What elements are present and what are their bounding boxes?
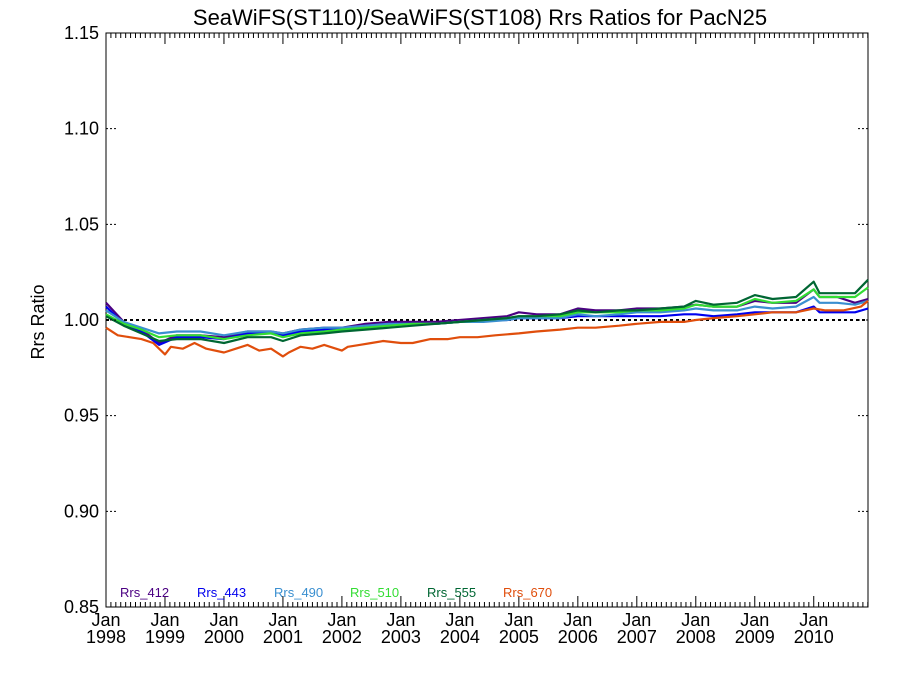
x-tick-label-month: Jan — [504, 610, 533, 630]
legend-entry: Rrs_555 — [427, 585, 476, 600]
x-tick-label-month: Jan — [445, 610, 474, 630]
y-tick-label: 1.15 — [64, 23, 99, 43]
y-axis-label: Rrs Ratio — [28, 284, 48, 359]
x-tick-label-year: 2006 — [558, 627, 598, 647]
series-line-rrs-555 — [105, 279, 869, 345]
x-tick-label-year: 2001 — [263, 627, 303, 647]
x-tick-label-month: Jan — [622, 610, 651, 630]
y-tick-label: 1.05 — [64, 214, 99, 234]
x-tick-label-year: 1998 — [86, 627, 126, 647]
y-tick-label: 0.90 — [64, 501, 99, 521]
x-tick-label-year: 2004 — [440, 627, 480, 647]
x-tick-label-month: Jan — [150, 610, 179, 630]
y-tick-label: 0.85 — [64, 597, 99, 617]
x-tick-label-month: Jan — [209, 610, 238, 630]
series-line-rrs-490 — [105, 295, 869, 337]
x-tick-label-year: 2008 — [676, 627, 716, 647]
x-tick-label-month: Jan — [799, 610, 828, 630]
y-tick-label: 0.95 — [64, 406, 99, 426]
x-tick-label-year: 2010 — [794, 627, 834, 647]
y-tick-label: 1.00 — [64, 310, 99, 330]
x-tick-label-year: 2005 — [499, 627, 539, 647]
x-tick-label-month: Jan — [386, 610, 415, 630]
series-line-rrs-670 — [105, 300, 869, 358]
x-tick-label-year: 1999 — [145, 627, 185, 647]
x-tick-label-month: Jan — [563, 610, 592, 630]
x-tick-label-month: Jan — [740, 610, 769, 630]
x-tick-label-month: Jan — [681, 610, 710, 630]
y-tick-label: 1.10 — [64, 119, 99, 139]
legend-entry: Rrs_443 — [197, 585, 246, 600]
chart-title: SeaWiFS(ST110)/SeaWiFS(ST108) Rrs Ratios… — [193, 5, 767, 30]
x-tick-label-month: Jan — [91, 610, 120, 630]
legend-entry: Rrs_510 — [350, 585, 399, 600]
x-tick-label-month: Jan — [327, 610, 356, 630]
x-tick-label-year: 2009 — [735, 627, 775, 647]
x-tick-label-year: 2002 — [322, 627, 362, 647]
x-tick-label-month: Jan — [268, 610, 297, 630]
x-tick-label-year: 2003 — [381, 627, 421, 647]
legend-entry: Rrs_670 — [503, 585, 552, 600]
x-tick-label-year: 2000 — [204, 627, 244, 647]
legend-entry: Rrs_412 — [120, 585, 169, 600]
legend-entry: Rrs_490 — [274, 585, 323, 600]
x-tick-label-year: 2007 — [617, 627, 657, 647]
